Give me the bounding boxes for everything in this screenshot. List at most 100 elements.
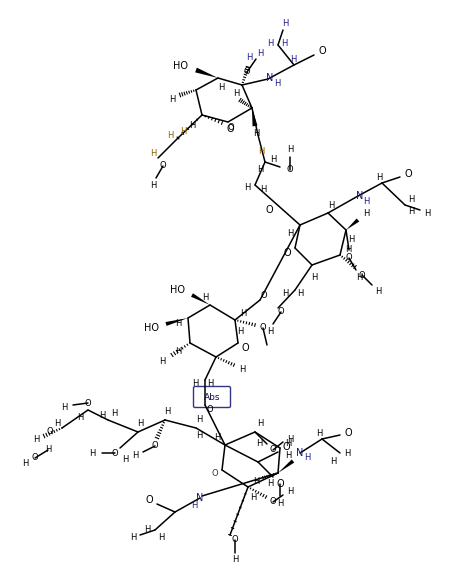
Text: H: H <box>297 289 303 298</box>
Text: H: H <box>159 357 165 366</box>
Text: H: H <box>287 435 293 445</box>
Text: H: H <box>316 429 322 438</box>
Text: H: H <box>164 407 170 416</box>
Text: H: H <box>158 534 164 543</box>
Text: O: O <box>276 479 284 489</box>
Text: H: H <box>169 95 175 104</box>
Text: H: H <box>122 455 128 464</box>
Text: H: H <box>77 413 83 422</box>
Text: H: H <box>132 451 138 460</box>
Text: O: O <box>112 448 118 458</box>
Text: H: H <box>33 435 39 445</box>
Text: H: H <box>244 183 250 192</box>
Text: O: O <box>359 270 365 280</box>
Text: H: H <box>192 379 198 387</box>
Text: H: H <box>191 501 197 510</box>
Text: H: H <box>54 418 60 428</box>
Text: H: H <box>260 185 266 194</box>
Polygon shape <box>195 67 218 78</box>
Text: H: H <box>287 229 293 238</box>
Text: H: H <box>257 420 263 429</box>
Text: H: H <box>196 431 202 441</box>
Text: H: H <box>345 246 351 255</box>
Text: N: N <box>196 493 204 503</box>
Text: H: H <box>408 208 414 217</box>
Text: H: H <box>214 433 220 442</box>
Text: H: H <box>287 486 293 496</box>
Text: H: H <box>246 53 252 62</box>
Text: O: O <box>232 535 238 544</box>
Polygon shape <box>191 293 210 305</box>
Text: H: H <box>267 479 273 488</box>
Text: H: H <box>89 448 95 458</box>
Text: H: H <box>45 446 51 455</box>
Text: H: H <box>150 149 156 158</box>
Text: O: O <box>282 442 290 452</box>
Text: O: O <box>160 162 166 171</box>
Text: O: O <box>241 343 249 353</box>
Text: H: H <box>376 174 382 183</box>
Text: H: H <box>304 454 310 463</box>
Text: H: H <box>330 456 336 466</box>
Text: H: H <box>424 209 430 218</box>
Text: H: H <box>408 196 414 205</box>
Text: H: H <box>239 365 245 374</box>
Text: H: H <box>328 201 334 209</box>
Text: O: O <box>145 495 153 505</box>
Text: H: H <box>167 130 173 139</box>
Text: O: O <box>260 324 266 332</box>
Text: H: H <box>285 451 291 460</box>
Text: N: N <box>266 73 274 83</box>
Text: HO: HO <box>143 323 158 333</box>
Text: H: H <box>277 500 283 509</box>
Text: O: O <box>344 428 352 438</box>
Polygon shape <box>252 108 257 126</box>
Text: O: O <box>152 442 158 451</box>
Text: N: N <box>296 448 304 458</box>
Text: H: H <box>240 310 246 319</box>
Text: O: O <box>404 169 412 179</box>
Text: O: O <box>283 248 291 258</box>
Text: H: H <box>274 79 280 88</box>
Text: H: H <box>344 448 350 458</box>
Text: H: H <box>257 164 263 174</box>
Text: H: H <box>290 56 296 65</box>
Text: H: H <box>253 129 259 138</box>
Text: H: H <box>267 327 273 336</box>
Text: H: H <box>257 49 263 57</box>
Text: O: O <box>265 205 273 215</box>
Text: O: O <box>278 307 284 316</box>
Text: H: H <box>282 19 288 28</box>
Text: H: H <box>250 493 256 501</box>
Text: H: H <box>150 180 156 189</box>
Text: H: H <box>233 88 239 98</box>
Text: H: H <box>22 459 28 468</box>
Text: H: H <box>267 39 273 48</box>
Text: O: O <box>287 166 293 175</box>
Text: H: H <box>111 409 117 418</box>
Text: H: H <box>144 526 150 535</box>
Text: O: O <box>212 468 219 477</box>
Text: O: O <box>207 405 213 414</box>
Text: HO: HO <box>169 285 184 295</box>
Text: H: H <box>99 412 105 421</box>
Text: H: H <box>281 39 287 48</box>
Text: H: H <box>137 418 143 428</box>
Text: H: H <box>232 556 238 565</box>
Text: HO: HO <box>173 61 187 71</box>
Text: H: H <box>363 209 369 218</box>
Text: H: H <box>218 83 224 92</box>
Text: H: H <box>202 293 208 302</box>
Text: O: O <box>47 426 53 435</box>
Text: H: H <box>175 346 181 356</box>
Polygon shape <box>278 459 294 473</box>
FancyBboxPatch shape <box>193 387 230 408</box>
Text: H: H <box>256 439 262 448</box>
Text: H: H <box>189 121 195 129</box>
Text: H: H <box>175 319 181 328</box>
Text: Abs: Abs <box>204 392 220 401</box>
Text: H: H <box>270 154 276 163</box>
Text: H: H <box>196 416 202 425</box>
Text: N: N <box>356 191 364 201</box>
Text: H: H <box>258 147 264 156</box>
